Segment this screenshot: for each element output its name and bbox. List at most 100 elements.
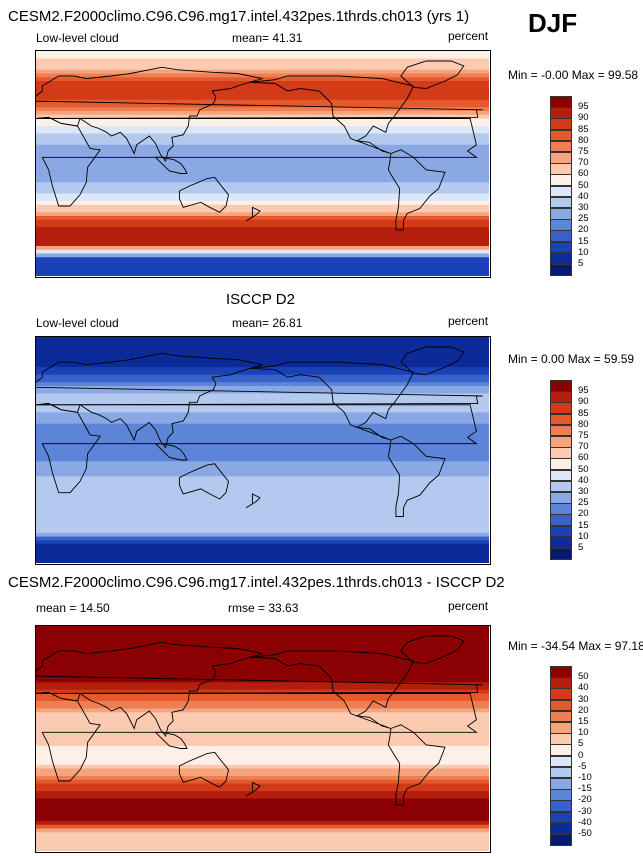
colorbar-tick-label: 70 (578, 441, 589, 453)
colorbar-swatch (550, 252, 572, 265)
colorbar-swatch (550, 699, 572, 712)
colorbar-swatch (550, 241, 572, 254)
map-latitude-band (36, 749, 489, 755)
map-latitude-band (36, 663, 489, 668)
map-latitude-band (36, 66, 489, 71)
map-latitude-band (36, 393, 489, 398)
map-latitude-band (36, 193, 489, 198)
panel-1-title: CESM2.F2000climo.C96.C96.mg17.intel.432p… (8, 8, 470, 25)
map-latitude-band (36, 378, 489, 383)
map-latitude-band (36, 824, 489, 830)
map-latitude-band (36, 54, 489, 60)
map-latitude-band (36, 201, 489, 206)
map-latitude-band (36, 423, 489, 428)
map-latitude-band (36, 544, 489, 549)
map-latitude-band (36, 212, 489, 217)
map-latitude-band (36, 719, 489, 725)
colorbar-swatch (550, 436, 572, 448)
coastline (387, 435, 446, 517)
colorbar-swatch (550, 118, 572, 131)
colorbar-tick-label: 50 (578, 463, 589, 475)
map-latitude-band (36, 182, 489, 187)
map-latitude-band (36, 416, 489, 421)
map-latitude-band (36, 453, 489, 459)
coastline (400, 346, 465, 376)
map-latitude-band (36, 480, 489, 485)
map-latitude-band (36, 551, 489, 557)
coastline (387, 149, 446, 231)
map-latitude-band (36, 234, 489, 240)
map-latitude-band (36, 382, 489, 387)
colorbar-swatch (550, 96, 572, 108)
map-latitude-band (36, 261, 489, 266)
map-latitude-band (36, 487, 489, 493)
colorbar-tick-label: -30 (578, 805, 592, 817)
map-latitude-band (36, 547, 489, 553)
map-latitude-band (36, 96, 489, 101)
map-latitude-band (36, 178, 489, 183)
map-latitude-band (36, 114, 489, 120)
colorbar-tick-label: 75 (578, 146, 589, 157)
map-latitude-band (36, 461, 489, 466)
coastline (245, 493, 261, 509)
map-latitude-band (36, 446, 489, 451)
panel-3-title: CESM2.F2000climo.C96.C96.mg17.intel.432p… (8, 574, 505, 591)
map-latitude-band (36, 794, 489, 800)
map-latitude-band (36, 197, 489, 202)
coastline (249, 650, 415, 729)
colorbar-swatch (550, 834, 572, 846)
colorbar-tick-label: 10 (578, 530, 589, 542)
map-latitude-band (36, 472, 489, 477)
coastline (387, 724, 446, 806)
map-latitude-band (36, 828, 489, 833)
map-latitude-band (36, 772, 489, 777)
map-latitude-band (36, 806, 489, 811)
map-latitude-band (36, 506, 489, 511)
map-latitude-band (36, 704, 489, 710)
map-latitude-band (36, 340, 489, 346)
colorbar-tick-label: 15 (578, 716, 589, 727)
coastline (249, 361, 415, 441)
panel-1-mean-label: mean= 41.31 (232, 31, 303, 45)
map-latitude-band (36, 779, 489, 785)
colorbar-swatch (550, 766, 572, 779)
map-latitude-band (36, 69, 489, 75)
map-latitude-band (36, 659, 489, 665)
map-latitude-band (36, 419, 489, 425)
map-latitude-band (36, 540, 489, 545)
colorbar-tick-label: -10 (578, 772, 592, 783)
colorbar-tick-label: -15 (578, 783, 592, 795)
map-latitude-band (36, 348, 489, 353)
map-latitude-band (36, 189, 489, 195)
map-latitude-band (36, 219, 489, 225)
map-latitude-band (36, 498, 489, 504)
map-latitude-band (36, 404, 489, 410)
map-latitude-band (36, 712, 489, 717)
colorbar-tick-label: 60 (578, 168, 589, 180)
map-latitude-band (36, 821, 489, 826)
colorbar-tick-label: 25 (578, 213, 589, 225)
colorbar-tick-label: 75 (578, 430, 589, 441)
map-latitude-band (36, 671, 489, 676)
colorbar-swatch (550, 219, 572, 231)
colorbar-swatch (550, 733, 572, 745)
map-latitude-band (36, 344, 489, 349)
map-latitude-band (36, 559, 489, 563)
map-latitude-band (36, 813, 489, 818)
panel-1-map (35, 50, 491, 278)
map-latitude-band (36, 465, 489, 470)
map-latitude-band (36, 242, 489, 247)
map-latitude-band (36, 88, 489, 93)
map-latitude-band (36, 802, 489, 807)
colorbar-swatch (550, 677, 572, 689)
colorbar-tick-label: 15 (578, 519, 589, 531)
colorbar-swatch (550, 129, 572, 142)
colorbar-swatch (550, 174, 572, 187)
colorbar-tick-label: 20 (578, 224, 589, 236)
map-latitude-band (36, 73, 489, 78)
panel-3-units-label: percent (448, 599, 489, 613)
colorbar-swatch (550, 185, 572, 198)
map-latitude-band (36, 521, 489, 526)
colorbar-swatch (550, 380, 572, 392)
colorbar-tick-label: -20 (578, 794, 592, 806)
